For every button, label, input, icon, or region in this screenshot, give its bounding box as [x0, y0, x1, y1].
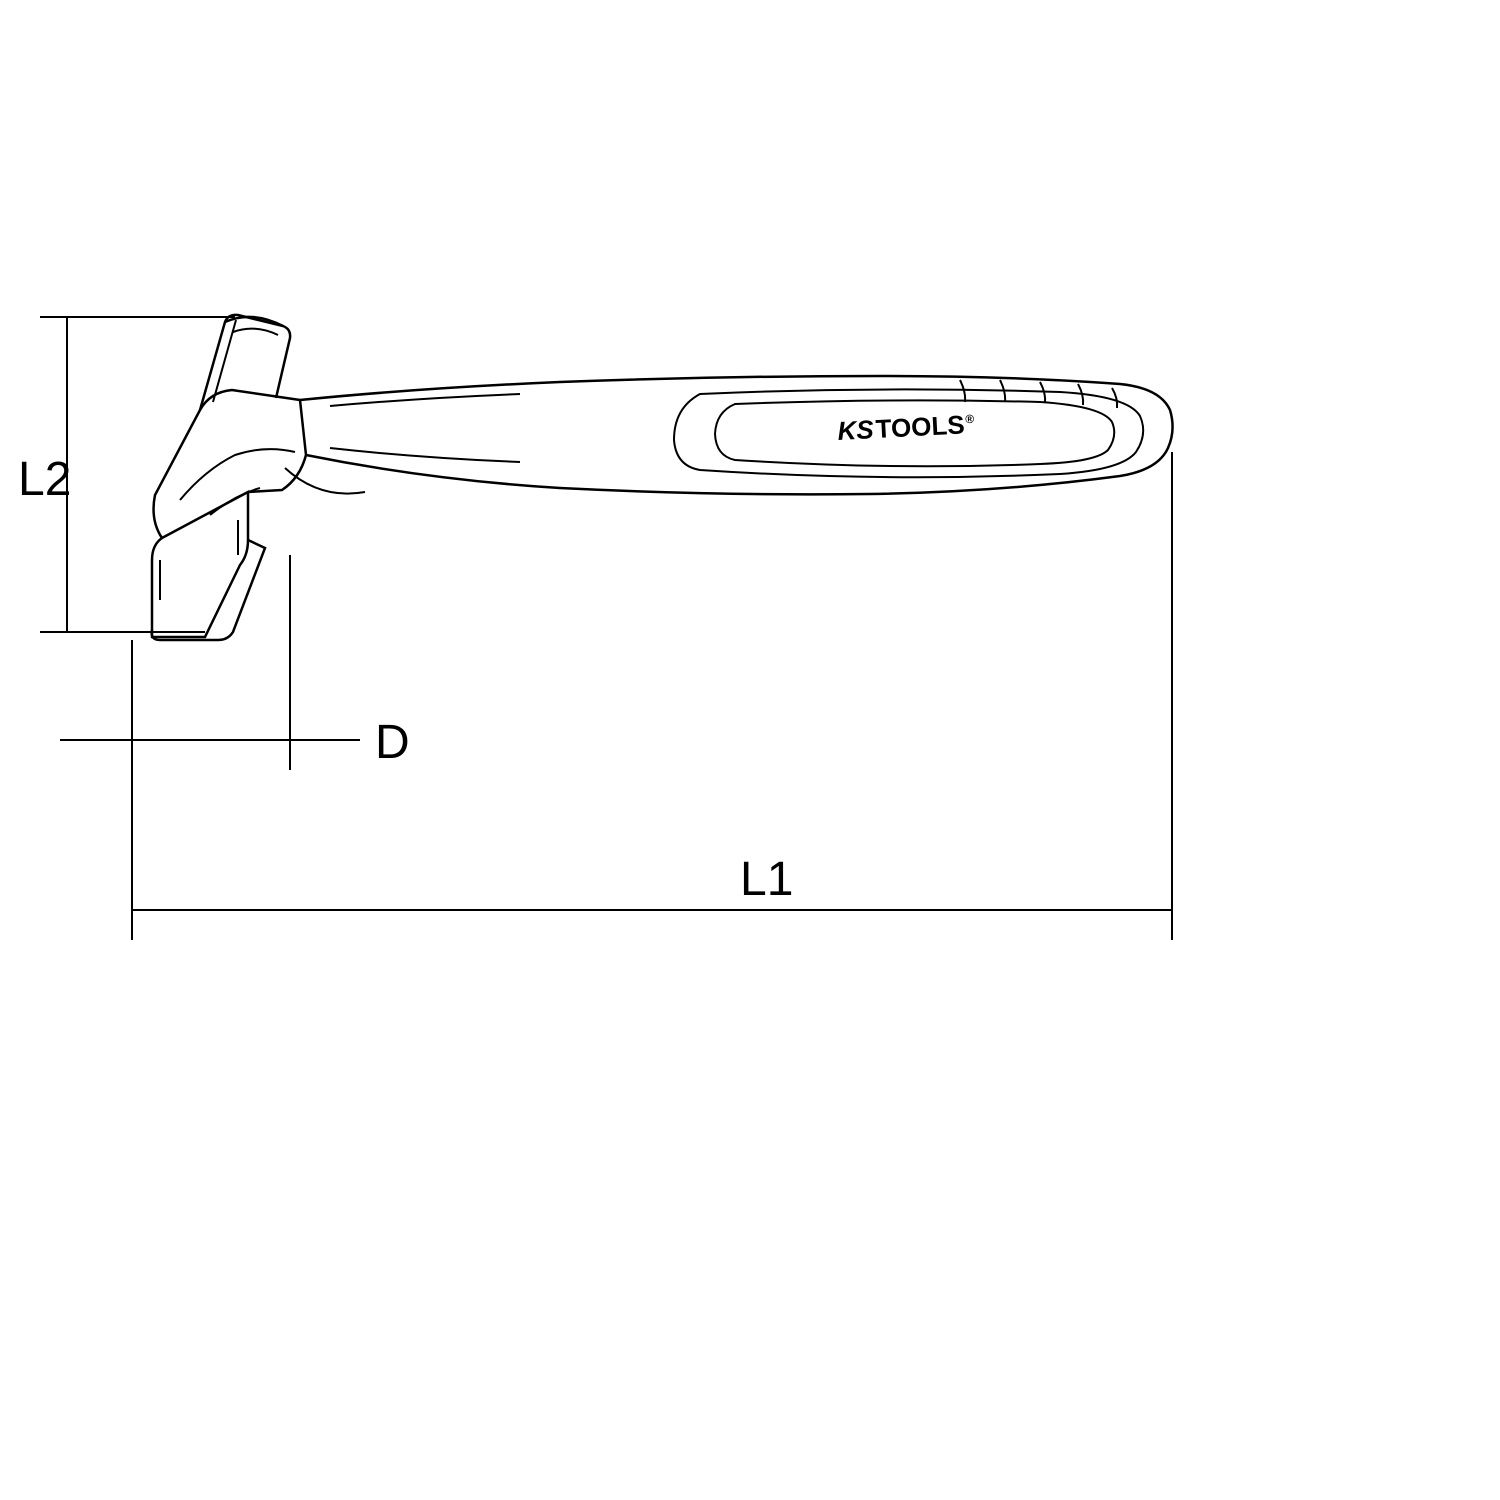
technical-drawing: KSTOOLS® L2 D L1: [0, 0, 1500, 1500]
brand-logo: KSTOOLS®: [837, 409, 976, 446]
brand-reg: ®: [965, 412, 975, 426]
brand-right: TOOLS: [875, 409, 966, 444]
grip-ridges: [960, 380, 1117, 408]
dimension-D: D: [60, 555, 410, 770]
svg-text:KSTOOLS®: KSTOOLS®: [837, 409, 976, 446]
label-D: D: [375, 716, 410, 769]
dimension-L1: L1: [132, 452, 1172, 940]
label-L1: L1: [740, 853, 793, 906]
brand-left: KS: [837, 414, 875, 446]
hammer-outline: [152, 315, 1173, 640]
dimension-L2: L2: [18, 317, 235, 632]
label-L2: L2: [18, 453, 71, 506]
